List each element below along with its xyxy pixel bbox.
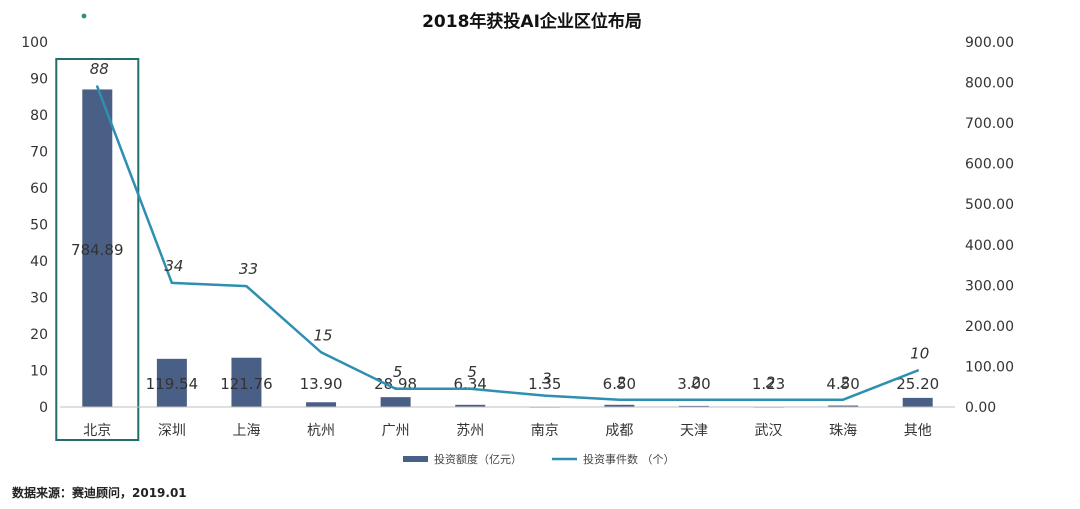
line-data-label: 2 bbox=[691, 374, 701, 392]
bar bbox=[231, 357, 262, 407]
line-data-label: 15 bbox=[313, 326, 332, 344]
right-axis-tick-label: 400.00 bbox=[965, 238, 1014, 254]
right-axis-tick-label: 600.00 bbox=[965, 157, 1014, 173]
bar-data-label: 25.20 bbox=[896, 375, 939, 393]
bar bbox=[828, 405, 859, 407]
left-axis-tick-label: 100 bbox=[21, 35, 48, 51]
right-axis-tick-label: 100.00 bbox=[965, 359, 1014, 375]
category-label: 苏州 bbox=[456, 423, 484, 439]
bar bbox=[306, 402, 337, 407]
line-data-label: 88 bbox=[90, 60, 109, 78]
category-label: 广州 bbox=[382, 423, 410, 439]
bar-data-label: 13.90 bbox=[300, 375, 343, 393]
line-data-label: 2 bbox=[840, 374, 850, 392]
right-axis-tick-label: 300.00 bbox=[965, 278, 1014, 294]
legend-line-label: 投资事件数 （个） bbox=[583, 452, 675, 466]
category-label: 深圳 bbox=[158, 423, 186, 439]
line-data-label: 2 bbox=[617, 374, 627, 392]
line-data-label: 2 bbox=[766, 374, 776, 392]
bar-data-label: 121.76 bbox=[220, 375, 273, 393]
left-axis-tick-label: 20 bbox=[30, 327, 48, 343]
line-point bbox=[469, 387, 472, 390]
line-data-label: 33 bbox=[239, 260, 258, 278]
bar-data-label: 3.00 bbox=[677, 375, 710, 393]
left-axis-tick-label: 40 bbox=[30, 254, 48, 270]
line-point bbox=[841, 398, 845, 401]
bar bbox=[82, 89, 113, 407]
line-point bbox=[767, 398, 770, 401]
left-axis-tick-label: 30 bbox=[30, 291, 48, 307]
left-y-axis: 0 10 20 30 40 50 60 70 80 90 100 bbox=[21, 35, 48, 416]
bar-data-label: 1.35 bbox=[528, 375, 561, 393]
highlight-box bbox=[55, 58, 140, 441]
x-axis-categories: 北京 深圳 上海 杭州 广州 苏州 南京 成都 天津 武汉 珠海 其他 bbox=[83, 423, 931, 439]
right-axis-tick-label: 0.00 bbox=[965, 400, 996, 416]
left-axis-tick-label: 10 bbox=[30, 364, 48, 380]
bar-data-label: 4.50 bbox=[826, 375, 859, 393]
line-point bbox=[394, 387, 397, 390]
category-label: 武汉 bbox=[755, 423, 783, 439]
bar bbox=[380, 397, 411, 407]
line-point bbox=[170, 281, 174, 285]
category-label: 其他 bbox=[904, 423, 932, 439]
line-data-label: 5 bbox=[467, 363, 477, 381]
line-point bbox=[692, 398, 696, 401]
line-point bbox=[245, 284, 248, 288]
line-path bbox=[96, 85, 919, 401]
category-label: 杭州 bbox=[307, 423, 335, 439]
bar-data-label: 1.23 bbox=[752, 375, 785, 393]
bar-data-label: 6.50 bbox=[603, 375, 636, 393]
legend-bar-label: 投资额度（亿元） bbox=[434, 452, 522, 466]
bar bbox=[455, 404, 486, 407]
left-axis-tick-label: 60 bbox=[30, 181, 48, 197]
legend: 投资额度（亿元） 投资事件数 （个） bbox=[403, 452, 675, 466]
legend-bar-swatch bbox=[403, 456, 428, 462]
bar bbox=[604, 404, 635, 407]
line-data-label: 5 bbox=[393, 363, 403, 381]
line-data-label: 3 bbox=[542, 370, 552, 388]
category-label: 北京 bbox=[83, 423, 111, 439]
right-axis-tick-label: 800.00 bbox=[965, 76, 1014, 92]
line-point bbox=[618, 398, 621, 401]
decoration-dot bbox=[81, 13, 87, 19]
line-data-label: 10 bbox=[910, 345, 929, 363]
right-y-axis: 0.00 100.00 200.00 300.00 400.00 500.00 600.00… bbox=[965, 35, 1014, 416]
bar-series bbox=[82, 89, 933, 408]
left-axis-tick-label: 50 bbox=[30, 218, 48, 234]
category-label: 南京 bbox=[531, 423, 559, 439]
left-axis-tick-label: 80 bbox=[30, 108, 48, 124]
category-label: 珠海 bbox=[829, 423, 857, 439]
line-point bbox=[916, 369, 919, 372]
line-point bbox=[96, 85, 99, 88]
left-axis-tick-label: 0 bbox=[39, 400, 48, 416]
line-labels: 88 34 33 15 5 5 3 2 2 2 2 10 bbox=[90, 60, 930, 392]
right-axis-tick-label: 700.00 bbox=[965, 116, 1014, 132]
left-axis-tick-label: 70 bbox=[30, 145, 48, 161]
category-label: 上海 bbox=[232, 423, 260, 439]
line-point bbox=[319, 351, 323, 354]
bar-data-label: 784.89 bbox=[71, 241, 124, 259]
data-source: 数据来源：赛迪顾问，2019.01 bbox=[12, 485, 187, 500]
line-data-label: 34 bbox=[164, 257, 183, 275]
right-axis-tick-label: 500.00 bbox=[965, 197, 1014, 213]
right-axis-tick-label: 900.00 bbox=[965, 35, 1014, 51]
right-axis-tick-label: 200.00 bbox=[965, 319, 1014, 335]
bar bbox=[678, 405, 709, 407]
category-label: 天津 bbox=[680, 423, 708, 439]
bar bbox=[902, 397, 933, 407]
highlight-layer bbox=[55, 58, 140, 441]
bar-data-label: 119.54 bbox=[146, 375, 199, 393]
line-point bbox=[543, 394, 546, 397]
line-series bbox=[96, 85, 919, 401]
bar bbox=[156, 358, 187, 407]
left-axis-tick-label: 90 bbox=[30, 72, 48, 88]
chart-title: 2018年获投AI企业区位布局 bbox=[422, 11, 642, 32]
category-label: 成都 bbox=[605, 423, 633, 439]
